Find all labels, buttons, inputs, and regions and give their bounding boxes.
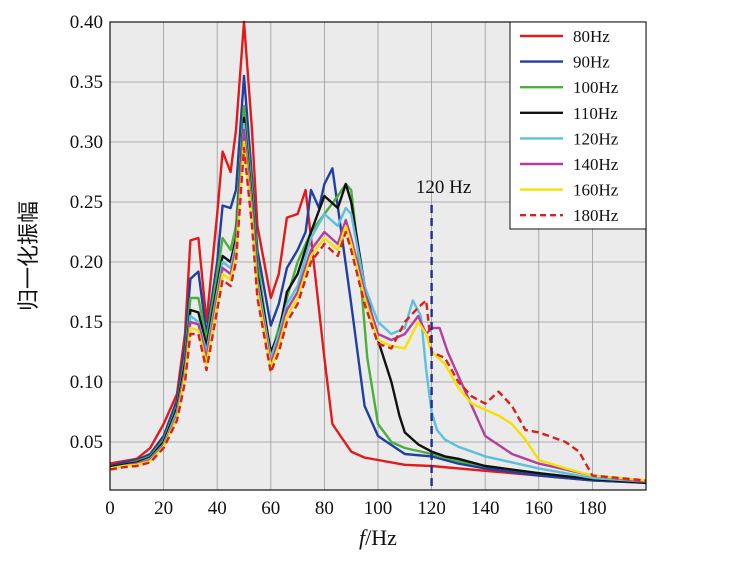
y-tick-label: 0.15 xyxy=(70,312,103,333)
annotation-120hz: 120 Hz xyxy=(416,177,471,490)
legend-label-80Hz: 80Hz xyxy=(573,27,610,46)
legend-label-140Hz: 140Hz xyxy=(573,155,619,174)
y-tick-label: 0.25 xyxy=(70,192,103,213)
y-tick-label: 0.40 xyxy=(70,12,103,33)
x-tick-label: 140 xyxy=(471,498,500,519)
x-tick-label: 20 xyxy=(154,498,173,519)
legend: 80Hz 90Hz 100Hz 110Hz 120Hz 140Hz 160Hz 180Hz xyxy=(509,21,647,230)
y-tick-label: 0.05 xyxy=(70,432,103,453)
x-tick-label: 100 xyxy=(364,498,393,519)
plot-frame xyxy=(109,21,647,491)
series-line-180Hz xyxy=(109,146,647,482)
legend-label-120Hz: 120Hz xyxy=(573,129,619,148)
y-tick-label: 0.20 xyxy=(70,252,103,273)
legend-label-160Hz: 160Hz xyxy=(573,181,619,200)
series-lines xyxy=(109,20,647,484)
y-axis-title: 归一化振幅 xyxy=(16,201,41,311)
y-tick-label: 0.30 xyxy=(70,132,103,153)
x-tick-label: 0 xyxy=(105,498,115,519)
y-tick-label: 0.35 xyxy=(70,72,103,93)
x-axis-ticks: 0 20 40 60 80 100 120 140 160 180 xyxy=(105,498,606,519)
x-axis-title: f/Hz xyxy=(359,525,397,550)
series-line-80Hz xyxy=(109,20,647,484)
y-axis-ticks: 0.05 0.10 0.15 0.20 0.25 0.30 0.35 0.40 xyxy=(70,12,103,453)
x-tick-label: 180 xyxy=(578,498,607,519)
legend-label-180Hz: 180Hz xyxy=(573,206,619,225)
x-tick-label: 120 xyxy=(417,498,446,519)
legend-label-110Hz: 110Hz xyxy=(573,104,618,123)
legend-label-90Hz: 90Hz xyxy=(573,53,610,72)
x-tick-label: 80 xyxy=(315,498,334,519)
x-tick-label: 60 xyxy=(261,498,280,519)
legend-label-100Hz: 100Hz xyxy=(573,78,619,97)
series-line-160Hz xyxy=(109,140,647,482)
annotation-label: 120 Hz xyxy=(416,177,471,198)
x-tick-label: 40 xyxy=(208,498,227,519)
y-tick-label: 0.10 xyxy=(70,372,103,393)
legend-box xyxy=(509,21,647,230)
x-tick-label: 160 xyxy=(525,498,554,519)
